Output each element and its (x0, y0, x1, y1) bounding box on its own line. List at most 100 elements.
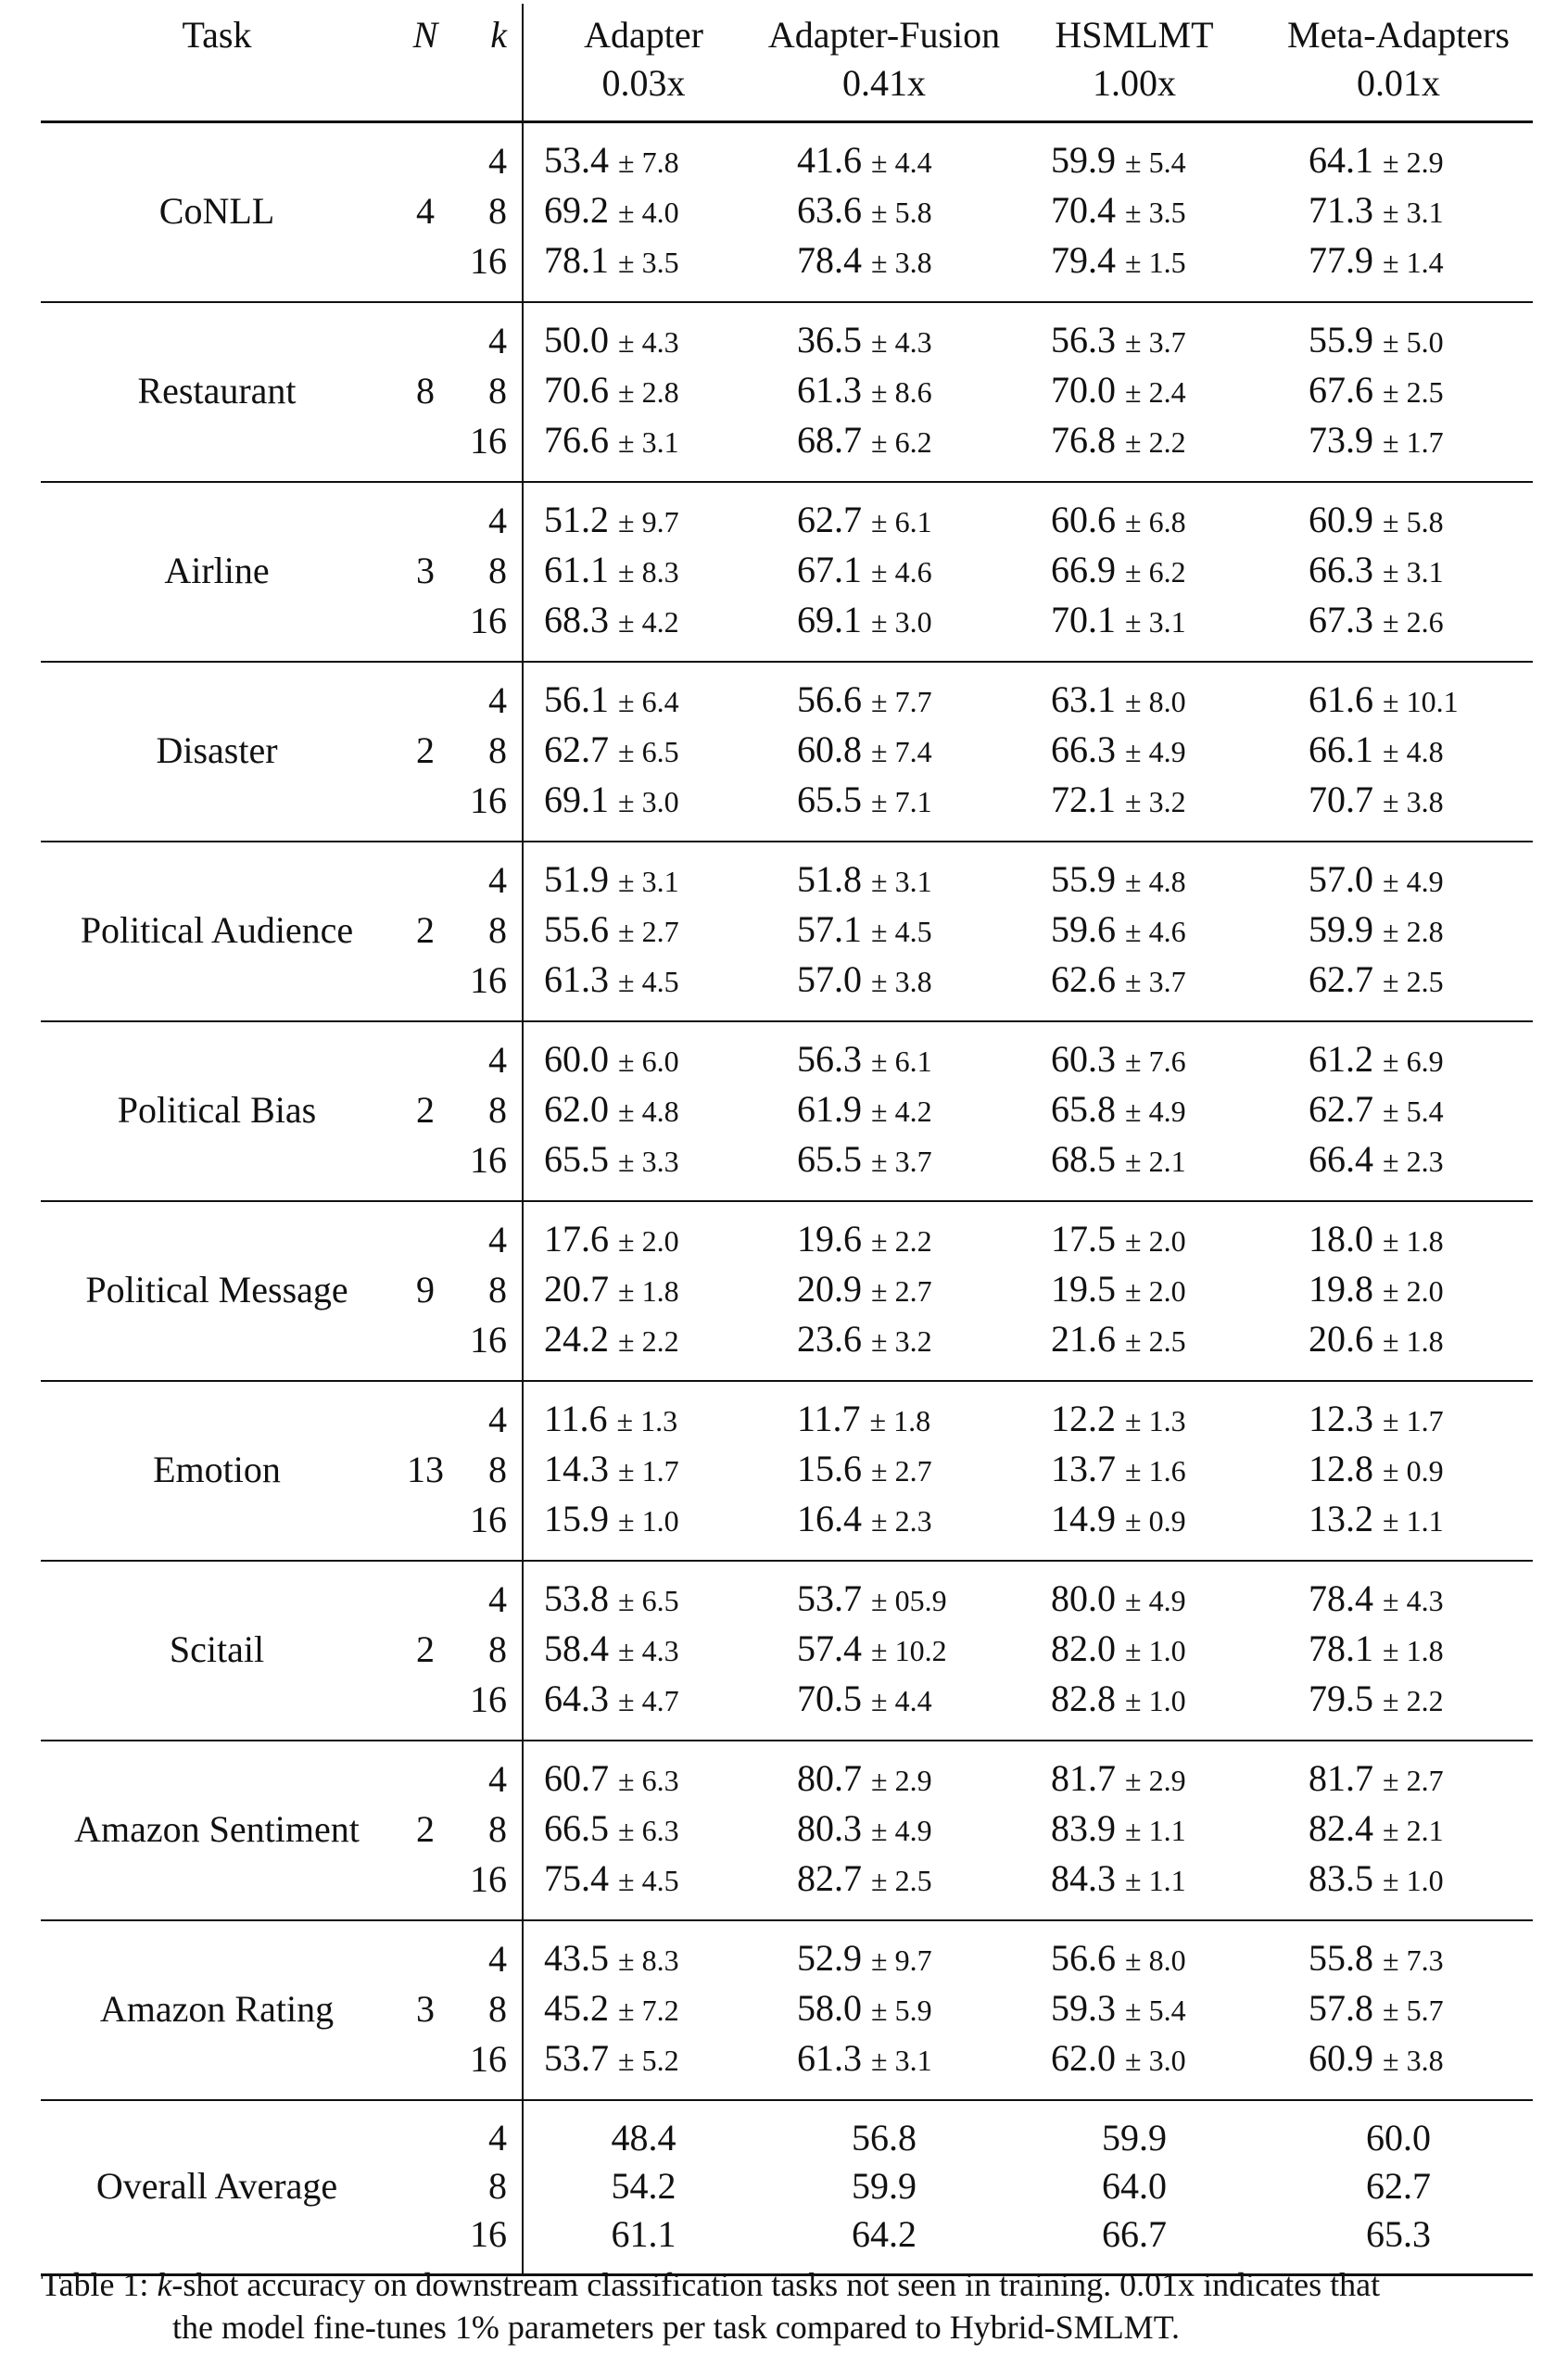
method-ratio: 0.01x (1357, 62, 1440, 104)
table-row: 8 70.6 ± 2.8 61.3 ± 8.6 70.0 ± 2.4 67.6 ± 2.… (41, 366, 1533, 416)
accuracy-cell: 82.4 ± 2.1 (1264, 1804, 1533, 1855)
accuracy-cell: 24.2 ± 2.2 (523, 1315, 764, 1382)
accuracy-cell: 80.0 ± 4.9 (1005, 1561, 1264, 1625)
header-task: Task (41, 4, 393, 123)
accuracy-std: ± 9.7 (618, 505, 679, 538)
accuracy-mean: 66.1 (1309, 728, 1373, 770)
accuracy-mean: 11.6 (544, 1398, 608, 1439)
accuracy-std: ± 7.3 (1383, 1944, 1444, 1977)
header-method-hsmlmt: HSMLMT 1.00x (1005, 4, 1264, 123)
accuracy-mean: 36.5 (797, 319, 862, 361)
accuracy-mean: 41.6 (797, 139, 862, 181)
k-shot-value: 4 (458, 1741, 524, 1804)
accuracy-mean: 59.9 (1051, 139, 1116, 181)
accuracy-std: ± 2.2 (1125, 425, 1186, 459)
accuracy-std: ± 4.9 (1383, 865, 1444, 898)
k-shot-value: 16 (458, 1135, 524, 1202)
accuracy-mean: 56.6 (1051, 1937, 1116, 1979)
accuracy-std: ± 3.2 (871, 1324, 932, 1358)
accuracy-mean: 61.1 (611, 2213, 677, 2255)
accuracy-cell: 63.6 ± 5.8 (764, 186, 1005, 236)
accuracy-std: ± 5.4 (1383, 1095, 1444, 1128)
accuracy-std: ± 3.0 (871, 605, 932, 639)
accuracy-mean: 53.8 (544, 1577, 609, 1619)
accuracy-std: ± 1.7 (1383, 425, 1444, 459)
table-row: 16 24.2 ± 2.2 23.6 ± 3.2 21.6 ± 2.5 20.6 ± 1… (41, 1315, 1533, 1382)
accuracy-mean: 51.9 (544, 858, 609, 900)
accuracy-cell: 61.1 (523, 2210, 764, 2276)
accuracy-cell: 57.0 ± 4.9 (1264, 842, 1533, 905)
accuracy-cell: 71.3 ± 3.1 (1264, 186, 1533, 236)
accuracy-cell: 65.5 ± 3.3 (523, 1135, 764, 1202)
accuracy-mean: 76.6 (544, 419, 609, 461)
accuracy-std: ± 4.2 (618, 605, 679, 639)
accuracy-std: ± 9.7 (871, 1944, 932, 1977)
task-group: Emotion 13 4 11.6 ± 1.3 11.7 ± 1.8 12.2 ± 1.3… (41, 1381, 1533, 1562)
method-ratio: 0.03x (601, 62, 686, 104)
accuracy-mean: 54.2 (611, 2165, 677, 2207)
accuracy-std: ± 7.2 (618, 1994, 679, 2027)
accuracy-std: ± 6.8 (1125, 505, 1186, 538)
accuracy-cell: 62.7 ± 6.5 (523, 726, 764, 776)
accuracy-mean: 60.3 (1051, 1038, 1116, 1080)
accuracy-cell: 57.8 ± 5.7 (1264, 1984, 1533, 2034)
table-row: 8 69.2 ± 4.0 63.6 ± 5.8 70.4 ± 3.5 71.3 ± 3.… (41, 186, 1533, 236)
accuracy-cell: 79.4 ± 1.5 (1005, 236, 1264, 303)
accuracy-mean: 80.3 (797, 1807, 862, 1849)
accuracy-cell: 59.3 ± 5.4 (1005, 1984, 1264, 2034)
table-row: 16 76.6 ± 3.1 68.7 ± 6.2 76.8 ± 2.2 73.9 ± 1… (41, 416, 1533, 483)
accuracy-cell: 23.6 ± 3.2 (764, 1315, 1005, 1382)
accuracy-std: ± 2.3 (1383, 1145, 1444, 1178)
accuracy-cell: 64.1 ± 2.9 (1264, 122, 1533, 187)
method-ratio: 1.00x (1093, 62, 1176, 104)
accuracy-mean: 21.6 (1051, 1318, 1116, 1360)
k-shot-value: 4 (458, 1381, 524, 1445)
accuracy-mean: 55.8 (1309, 1937, 1373, 1979)
accuracy-cell: 58.0 ± 5.9 (764, 1984, 1005, 2034)
accuracy-mean: 19.5 (1051, 1268, 1116, 1310)
accuracy-cell: 66.5 ± 6.3 (523, 1804, 764, 1855)
accuracy-std: ± 3.1 (1383, 196, 1444, 229)
k-shot-value: 8 (458, 1984, 524, 2034)
k-shot-value: 16 (458, 236, 524, 303)
accuracy-cell: 56.3 ± 3.7 (1005, 302, 1264, 366)
task-name: Airline (41, 482, 393, 663)
accuracy-std: ± 3.2 (1125, 785, 1186, 818)
accuracy-std: ± 4.3 (618, 325, 679, 359)
task-name: Amazon Rating (41, 1920, 393, 2101)
accuracy-std: ± 2.7 (871, 1274, 932, 1308)
accuracy-mean: 65.5 (797, 1138, 862, 1180)
accuracy-cell: 50.0 ± 4.3 (523, 302, 764, 366)
accuracy-std: ± 5.2 (618, 2044, 679, 2077)
accuracy-mean: 65.5 (544, 1138, 609, 1180)
accuracy-std: ± 2.7 (618, 915, 679, 948)
accuracy-mean: 78.4 (1309, 1577, 1373, 1619)
accuracy-std: ± 4.4 (871, 146, 932, 179)
accuracy-std: ± 4.9 (1125, 735, 1186, 768)
k-shot-value: 16 (458, 1495, 524, 1562)
header-method-adapter-fusion: Adapter-Fusion 0.41x (764, 4, 1005, 123)
table-row: 8 58.4 ± 4.3 57.4 ± 10.2 82.0 ± 1.0 78.1 ± 1… (41, 1625, 1533, 1675)
accuracy-std: ± 2.3 (871, 1504, 932, 1538)
accuracy-cell: 66.3 ± 4.9 (1005, 726, 1264, 776)
accuracy-cell: 66.1 ± 4.8 (1264, 726, 1533, 776)
table-row: 16 64.3 ± 4.7 70.5 ± 4.4 82.8 ± 1.0 79.5 ± 2… (41, 1675, 1533, 1741)
accuracy-std: ± 2.5 (871, 1864, 932, 1897)
accuracy-mean: 50.0 (544, 319, 609, 361)
task-name: Amazon Sentiment (41, 1741, 393, 1921)
accuracy-cell: 73.9 ± 1.7 (1264, 416, 1533, 483)
accuracy-mean: 12.8 (1309, 1448, 1373, 1489)
accuracy-std: ± 2.8 (618, 375, 679, 409)
accuracy-mean: 64.2 (852, 2213, 917, 2255)
accuracy-cell: 61.3 ± 4.5 (523, 956, 764, 1022)
accuracy-mean: 48.4 (611, 2117, 677, 2159)
accuracy-mean: 69.1 (797, 599, 862, 640)
accuracy-std: ± 6.3 (618, 1814, 679, 1847)
task-n: 13 (393, 1381, 458, 1562)
accuracy-mean: 60.0 (1366, 2117, 1431, 2159)
accuracy-mean: 73.9 (1309, 419, 1373, 461)
accuracy-cell: 56.8 (764, 2100, 1005, 2162)
accuracy-cell: 78.1 ± 3.5 (523, 236, 764, 303)
accuracy-mean: 79.5 (1309, 1678, 1373, 1719)
